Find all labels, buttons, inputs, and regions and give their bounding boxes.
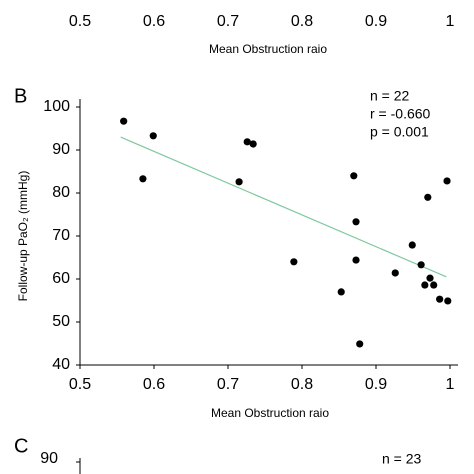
y-tick-label: 80 <box>52 184 70 201</box>
y-tick-label: 70 <box>52 227 70 244</box>
y-tick-label: 60 <box>52 270 70 287</box>
point <box>417 261 425 269</box>
point <box>391 269 399 277</box>
regression-line <box>120 136 447 278</box>
panel-label: C <box>14 435 28 457</box>
x-tick-label: 1 <box>446 13 455 30</box>
x-tick-label: 0.6 <box>143 376 165 393</box>
x-tick-label: 0.9 <box>365 376 387 393</box>
point <box>424 193 432 201</box>
y-axis-title: Follow-up PaO₂ (mmHg) <box>16 171 30 302</box>
y-tick-label: 50 <box>52 313 70 330</box>
point <box>356 340 364 348</box>
x-tick-label: 0.5 <box>69 376 91 393</box>
y-tick-label: 90 <box>52 141 70 158</box>
point <box>408 241 416 249</box>
point <box>444 297 452 305</box>
point <box>426 274 434 282</box>
point <box>235 178 243 186</box>
x-tick-label: 0.6 <box>143 13 165 30</box>
point <box>352 218 360 226</box>
point <box>139 175 147 183</box>
x-tick-label: 0.7 <box>217 13 239 30</box>
x-tick-label: 0.9 <box>365 13 387 30</box>
y-tick-label: 100 <box>43 98 70 115</box>
annotation: n = 22 <box>370 88 410 104</box>
annotation: r = -0.660 <box>370 106 431 122</box>
point <box>120 117 128 125</box>
annotation: p = 0.001 <box>370 124 429 140</box>
point <box>350 172 358 180</box>
x-axis-title: Mean Obstruction raio <box>211 406 329 420</box>
x-axis-title: Mean Obstruction raio <box>209 42 327 56</box>
point <box>443 177 451 185</box>
point <box>430 281 438 289</box>
y-tick-label: 40 <box>52 356 70 373</box>
x-tick-label: 0.7 <box>217 376 239 393</box>
annotation: n = 23 <box>382 451 422 467</box>
point <box>337 288 345 296</box>
panel-label: B <box>14 85 27 107</box>
point <box>149 132 157 140</box>
point <box>352 256 360 264</box>
x-tick-label: 0.5 <box>69 13 91 30</box>
point <box>290 258 298 266</box>
x-tick-label: 0.8 <box>291 13 313 30</box>
x-tick-label: 0.8 <box>291 376 313 393</box>
point <box>436 295 444 303</box>
point <box>243 138 251 146</box>
x-tick-label: 1 <box>446 376 455 393</box>
point <box>249 140 257 148</box>
point <box>421 281 429 289</box>
y-tick-label: 90 <box>40 450 58 467</box>
